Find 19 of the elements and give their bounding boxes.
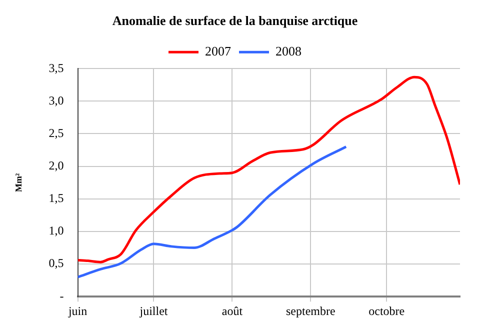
y-tick-label: 1,5: [48, 191, 64, 206]
x-tick-label: juin: [67, 304, 88, 318]
x-tick-label: octobre: [368, 304, 405, 318]
y-tick-label: 3,0: [48, 93, 64, 108]
y-tick-label: 0,5: [48, 256, 64, 270]
x-tick-label: juillet: [138, 304, 168, 318]
line-series: [78, 146, 348, 278]
y-axis-title: Mm²: [14, 172, 24, 192]
x-tick-label: septembre: [286, 304, 336, 318]
legend-label: 2008: [276, 44, 302, 59]
chart-title: Anomalie de surface de la banquise arctique: [112, 13, 358, 28]
y-tick-label: 2,5: [48, 126, 64, 140]
y-tick-label: 1,0: [48, 224, 64, 238]
y-tick-label: 2,0: [48, 158, 64, 172]
x-tick-label: août: [222, 304, 244, 318]
line-series: [78, 76, 460, 264]
legend-label: 2007: [205, 44, 232, 59]
y-tick-label: 3,5: [48, 60, 64, 75]
y-tick-label: -: [60, 288, 64, 303]
